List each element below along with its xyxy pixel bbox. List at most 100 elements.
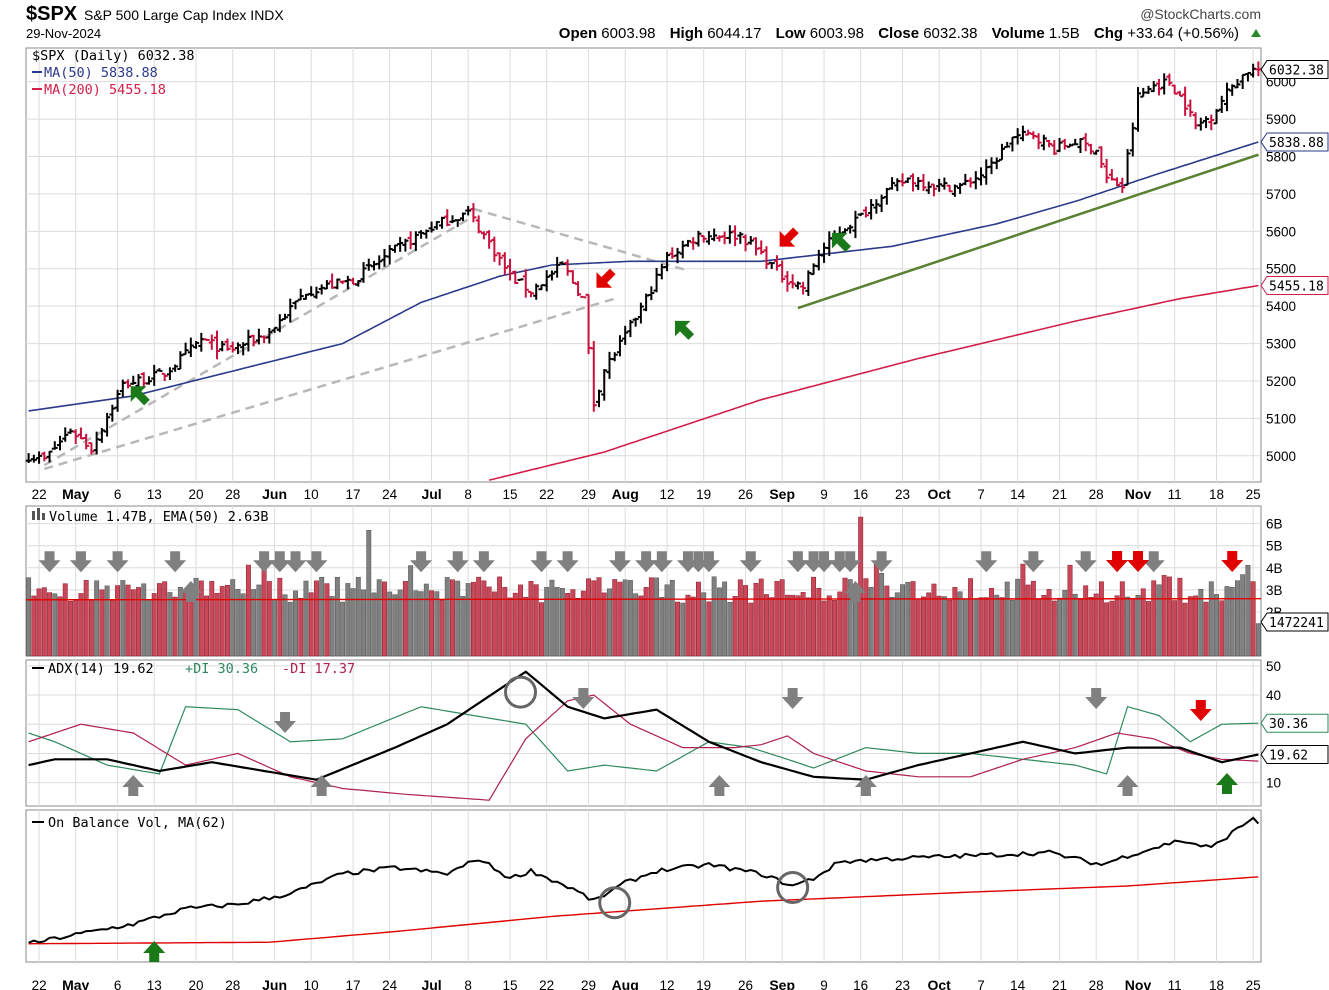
gray-down-arrow-icon-shape [687, 551, 710, 573]
price-tick-label: 5700 [1266, 187, 1296, 202]
gray-down-arrow-icon-shape [106, 551, 129, 573]
volume-bar [1030, 580, 1036, 657]
volume-bar [654, 577, 660, 657]
chart-date: 29-Nov-2024 [26, 26, 102, 41]
gray-down-arrow-icon-shape [446, 551, 469, 573]
volume-bar [162, 581, 168, 657]
gray-down-arrow-icon-shape [739, 551, 762, 573]
gray-down-arrow-icon [739, 551, 762, 573]
volume-bar [664, 584, 670, 657]
x-tick-label: 23 [895, 487, 910, 502]
volume-bar [497, 576, 503, 657]
volume-bar [1177, 577, 1183, 657]
volume-bar [298, 597, 304, 657]
gray-down-arrow-icon [687, 551, 710, 573]
red-arrow-icon [779, 227, 799, 247]
volume-bar [941, 596, 947, 657]
volume-bar [983, 597, 989, 657]
volume-bar [177, 587, 183, 657]
volume-bar [1083, 585, 1089, 657]
volume-bar [392, 594, 398, 657]
ma50-value-tag-box [1260, 132, 1329, 152]
gray-down-arrow-icon [284, 551, 307, 573]
gray-down-arrow-icon-shape [253, 551, 276, 573]
adx-value-tag-text: 19.62 [1269, 749, 1308, 764]
volume-bar [329, 596, 335, 657]
volume-bar [146, 599, 152, 657]
volume-bar [617, 581, 623, 657]
red-down-arrow-icon-shape [1127, 551, 1150, 572]
volume-bar [879, 572, 885, 657]
volume-bar [601, 592, 607, 657]
obv-legend: On Balance Vol, MA(62) [48, 815, 227, 831]
x-tick-label: 14 [1010, 487, 1026, 502]
gray-down-arrow-icon [268, 551, 291, 573]
volume-legend-icon [37, 508, 40, 520]
gray-down-arrow-icon-shape [69, 551, 92, 573]
volume-bar [502, 587, 508, 657]
volume-bar [104, 585, 110, 657]
gray-down-arrow-icon [472, 551, 495, 573]
x-tick-label: 28 [225, 487, 240, 502]
x-tick-label: Jun [262, 977, 287, 990]
volume-bar [376, 579, 382, 657]
volume-bar [99, 589, 105, 657]
volume-bar [1151, 580, 1157, 657]
gray-down-arrow-icon-shape [650, 551, 673, 573]
volume-bar [837, 591, 843, 657]
volume-bar [366, 530, 372, 657]
price-tick-label: 5800 [1266, 150, 1296, 165]
volume-bar [779, 579, 785, 657]
gray-down-arrow-icon-shape [635, 551, 658, 573]
volume-bar [470, 581, 476, 657]
volume-bar [491, 591, 497, 657]
trend-line [797, 153, 1259, 310]
gray-down-arrow-icon [1074, 551, 1097, 573]
gray-up-arrow-icon [844, 581, 867, 602]
volume-bar [240, 593, 246, 657]
brand-label[interactable]: @StockCharts.com [1140, 6, 1261, 22]
volume-bar [1109, 600, 1115, 657]
volume-bar [214, 592, 220, 657]
volume-bar [1166, 576, 1172, 657]
volume-bar [444, 577, 450, 657]
volume-bar [324, 583, 330, 657]
volume-bar [345, 583, 351, 657]
volume-bar [261, 568, 267, 657]
volume-bar [52, 593, 58, 657]
volume-bar [842, 577, 848, 657]
adx-tick-label: 50 [1266, 659, 1281, 674]
volume-bar [1203, 601, 1209, 657]
gray-down-arrow-icon-shape [305, 551, 328, 573]
volume-bar [204, 595, 209, 657]
volume-bar [962, 598, 968, 657]
price-tick-label: 5100 [1266, 411, 1296, 426]
volume-bar [308, 592, 314, 657]
gray-down-arrow-icon-shape [608, 551, 631, 573]
gray-down-arrow-icon [69, 551, 92, 573]
volume-bar [1255, 623, 1261, 657]
volume-bar [549, 579, 555, 657]
volume-value-tag: 1472241 [1260, 612, 1329, 632]
volume-bar [450, 579, 455, 657]
volume-bar [795, 595, 801, 657]
volume-legend: Volume 1.47B, EMA(50) 2.63B [49, 509, 268, 525]
volume-ema-line [25, 597, 1262, 601]
gray-up-arrow-icon [179, 581, 202, 602]
volume-bar [256, 584, 262, 657]
x-tick-label: 10 [304, 978, 319, 990]
volume-bar [31, 595, 37, 657]
volume-tick-label: 6B [1266, 517, 1283, 532]
volume-bar [402, 581, 408, 657]
gray-down-arrow-icon-shape [870, 551, 893, 573]
x-tick-label: 24 [382, 487, 398, 502]
gray-up-arrow-icon-shape [854, 775, 877, 796]
chg-label: Chg [1093, 25, 1124, 42]
volume-bar [245, 564, 251, 657]
gray-down-arrow-icon [870, 551, 893, 573]
volume-bar [1240, 574, 1246, 657]
gray-down-arrow-icon [839, 551, 862, 573]
volume-bar [1119, 581, 1125, 657]
gray-down-arrow-icon-shape [572, 688, 595, 709]
